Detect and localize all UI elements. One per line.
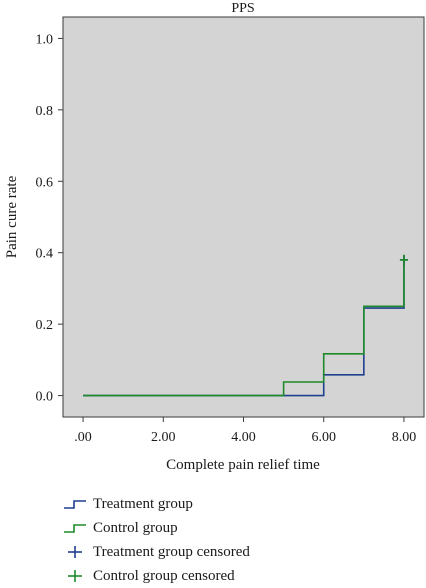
legend: Treatment group Control group Treatment gr… bbox=[62, 492, 250, 588]
legend-item: Treatment group censored bbox=[62, 540, 250, 564]
x-tick-label: 2.00 bbox=[151, 430, 176, 445]
x-tick-label: 6.00 bbox=[311, 430, 336, 445]
y-tick-label: 0.0 bbox=[36, 390, 54, 405]
y-tick-label: 1.0 bbox=[36, 32, 54, 47]
legend-item: Treatment group bbox=[62, 492, 250, 516]
legend-plus-icon bbox=[68, 570, 82, 582]
legend-label: Control group bbox=[93, 519, 178, 536]
y-tick-label: 0.6 bbox=[36, 175, 54, 190]
series-layer bbox=[83, 256, 405, 397]
legend-label: Control group censored bbox=[93, 567, 235, 584]
x-tick-label: 4.00 bbox=[231, 430, 256, 445]
y-tick-label: 0.4 bbox=[36, 247, 54, 262]
y-axis: 0.0 0.2 0.4 0.6 0.8 1.0 bbox=[36, 32, 63, 405]
series-line-control bbox=[83, 256, 405, 397]
plot-area bbox=[62, 16, 425, 418]
legend-label: Treatment group censored bbox=[93, 543, 250, 560]
legend-plus-icon bbox=[68, 546, 82, 558]
legend-item: Control group censored bbox=[62, 564, 250, 588]
legend-label: Treatment group bbox=[93, 495, 193, 512]
y-axis-label: Pain cure rate bbox=[4, 175, 20, 258]
x-axis-label: Complete pain relief time bbox=[166, 457, 320, 473]
legend-item: Control group bbox=[62, 516, 250, 540]
chart-title: PPS bbox=[231, 1, 254, 16]
censor-marker-control bbox=[399, 254, 408, 265]
legend-step-icon bbox=[64, 500, 86, 509]
legend-step-icon bbox=[64, 524, 86, 533]
x-tick-label: .00 bbox=[74, 430, 92, 445]
series-line-treatment bbox=[83, 259, 405, 397]
y-tick-label: 0.2 bbox=[36, 318, 54, 333]
x-axis: .00 2.00 4.00 6.00 8.00 bbox=[74, 417, 416, 445]
x-tick-label: 8.00 bbox=[392, 430, 417, 445]
y-tick-label: 0.8 bbox=[36, 104, 54, 119]
censor-layer bbox=[399, 254, 408, 265]
